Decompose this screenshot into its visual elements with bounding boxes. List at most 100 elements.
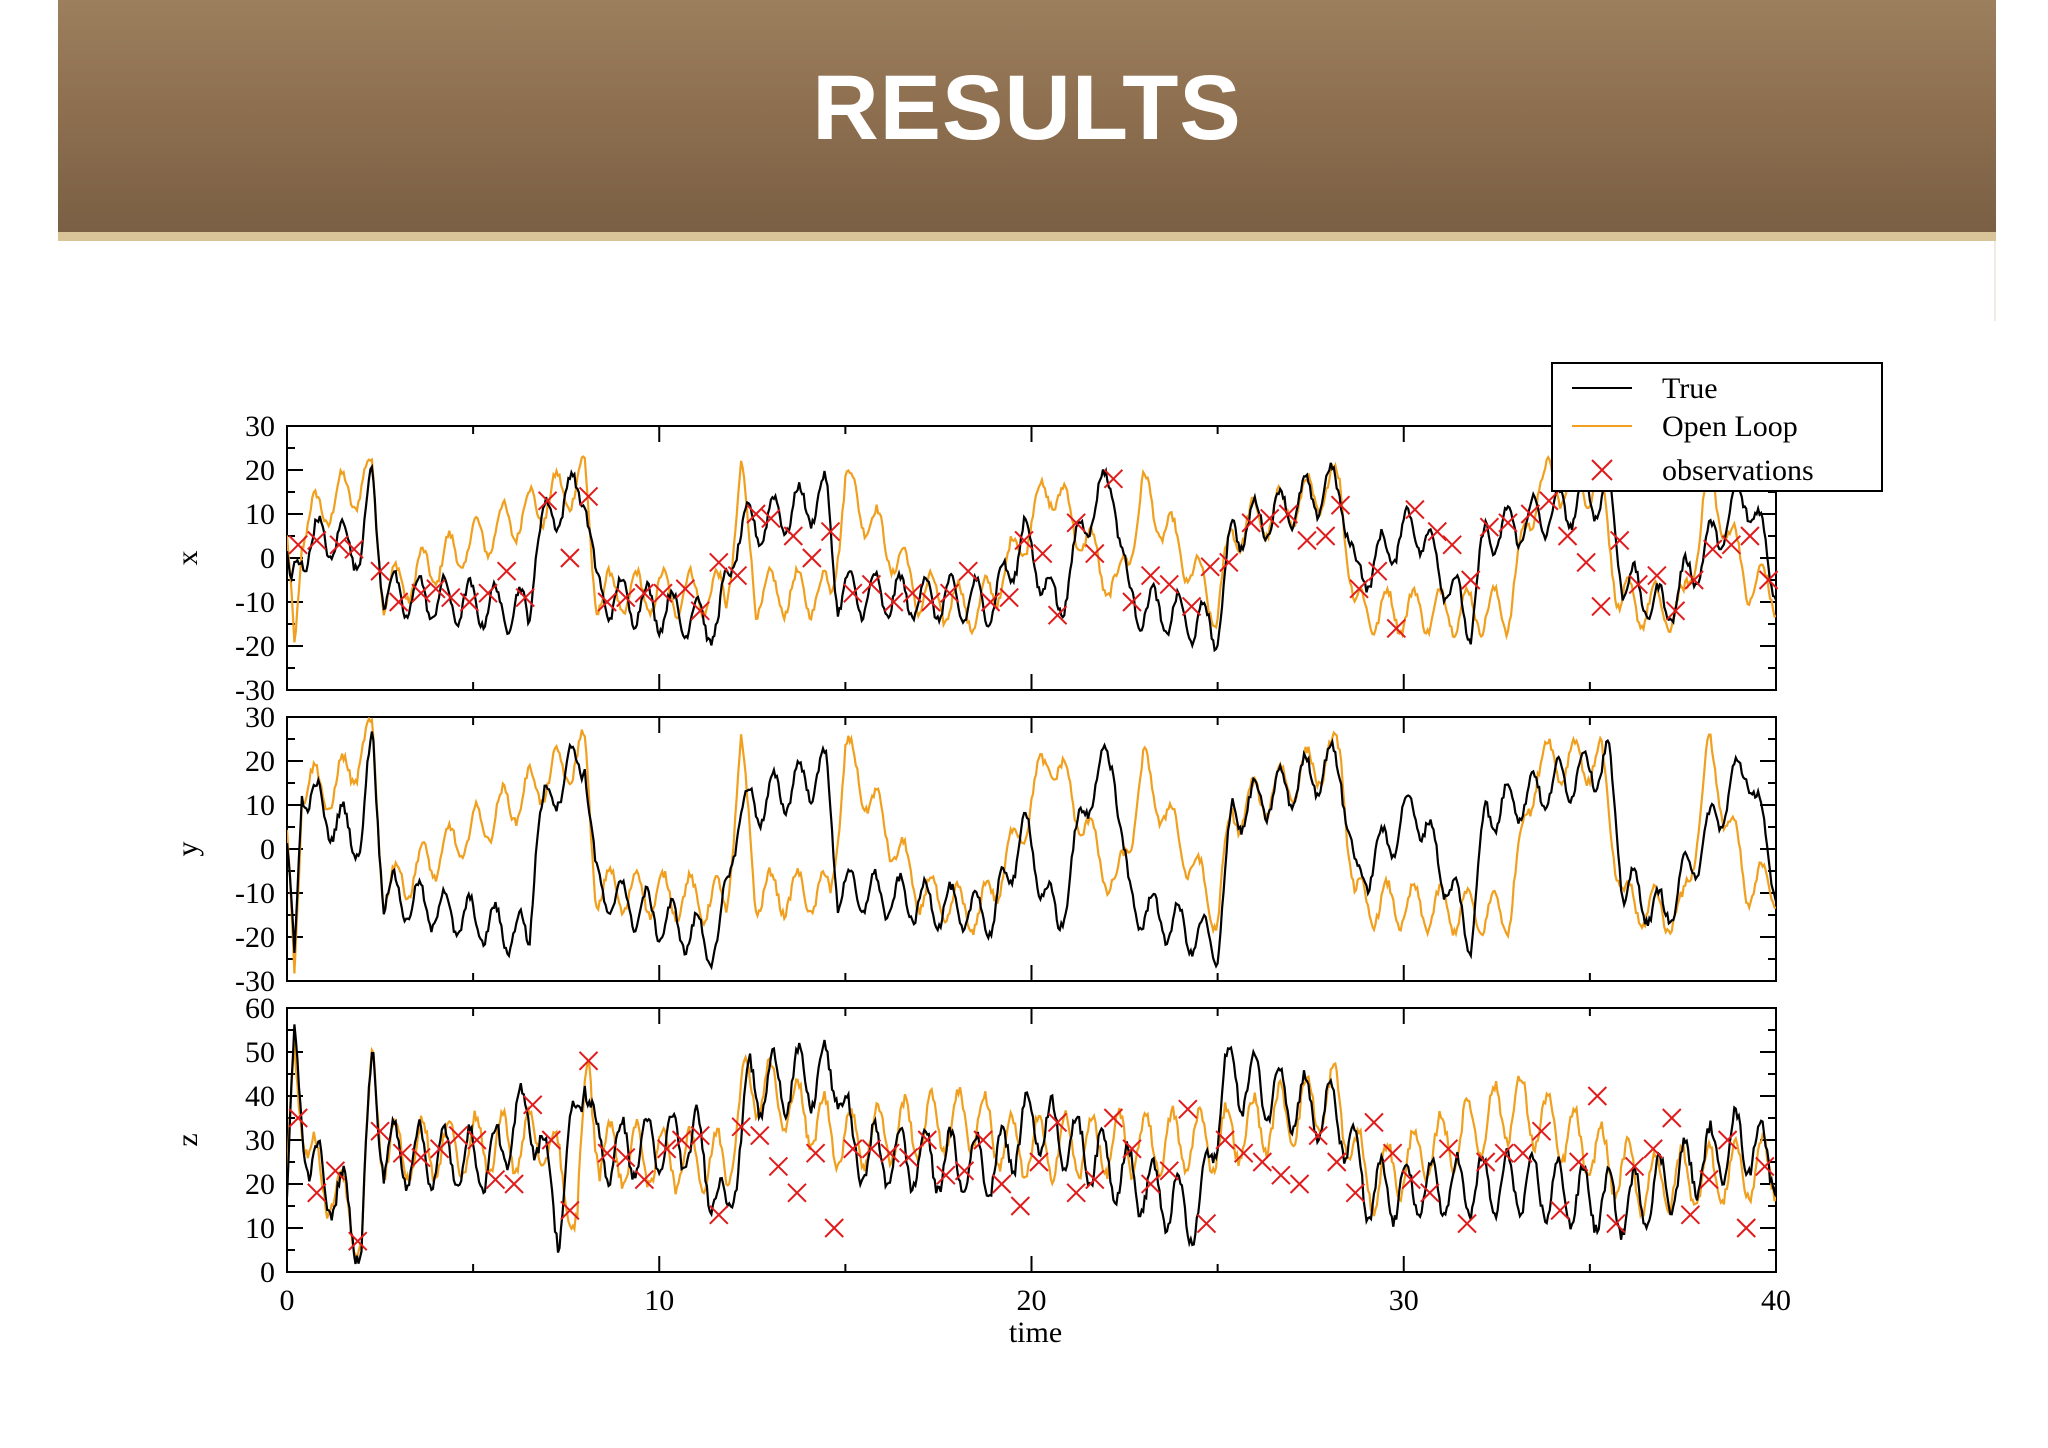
observation-marker bbox=[1178, 1099, 1198, 1119]
slide-title: RESULTS bbox=[812, 57, 1242, 159]
observation-marker bbox=[537, 491, 558, 511]
observation-marker bbox=[980, 592, 1001, 612]
observation-marker bbox=[1219, 552, 1239, 573]
legend-swatch bbox=[1591, 459, 1613, 481]
y-tick-label: 0 bbox=[260, 542, 275, 575]
observation-marker bbox=[1442, 535, 1462, 555]
observation-marker bbox=[902, 583, 923, 603]
observation-marker bbox=[1215, 1130, 1235, 1150]
observation-marker bbox=[1140, 565, 1161, 586]
observation-marker bbox=[750, 1125, 770, 1146]
observation-marker bbox=[783, 526, 803, 546]
x-tick-label: 10 bbox=[644, 1284, 674, 1317]
observation-marker bbox=[429, 1139, 450, 1159]
observation-marker bbox=[861, 1139, 882, 1159]
observation-marker bbox=[459, 592, 480, 612]
y-tick-label: -30 bbox=[235, 674, 275, 707]
observation-marker bbox=[426, 579, 446, 599]
observation-marker bbox=[411, 1147, 431, 1168]
observation-marker bbox=[325, 1161, 346, 1181]
observation-marker bbox=[1684, 570, 1704, 590]
y-tick-label: 10 bbox=[245, 1212, 275, 1245]
observation-marker bbox=[884, 592, 904, 612]
observation-marker bbox=[515, 587, 535, 608]
observation-marker bbox=[675, 579, 696, 599]
observation-marker bbox=[1405, 499, 1425, 520]
observation-marker bbox=[1680, 1205, 1701, 1225]
observation-marker bbox=[411, 583, 431, 603]
observation-marker bbox=[1699, 1169, 1719, 1190]
observation-marker bbox=[1289, 1174, 1310, 1194]
observation-marker bbox=[690, 1125, 710, 1146]
observation-marker bbox=[560, 1200, 580, 1221]
observation-marker bbox=[441, 587, 461, 608]
observation-marker bbox=[1755, 1156, 1775, 1177]
observation-marker bbox=[1327, 1152, 1347, 1172]
observation-marker bbox=[1260, 508, 1280, 529]
observation-marker bbox=[597, 592, 617, 612]
observation-marker bbox=[1569, 1152, 1589, 1172]
observation-marker bbox=[1047, 1112, 1068, 1133]
observation-marker bbox=[1550, 1200, 1570, 1221]
observation-marker bbox=[1159, 574, 1179, 595]
observation-marker bbox=[1308, 1125, 1328, 1146]
true-series-line bbox=[287, 1024, 1776, 1265]
y-tick-label: 10 bbox=[245, 498, 275, 531]
observation-marker bbox=[1591, 596, 1611, 617]
panel-x: 30 20 10 0 -10 -20 -30 x bbox=[171, 410, 1779, 707]
slide-edge-line bbox=[1994, 241, 1996, 321]
y-tick-label: -30 bbox=[235, 965, 275, 998]
observation-marker bbox=[597, 1143, 617, 1163]
observation-marker bbox=[1736, 1218, 1756, 1238]
observation-marker bbox=[392, 1143, 413, 1163]
legend-label: True bbox=[1662, 372, 1718, 405]
observation-marker bbox=[1066, 513, 1086, 533]
observation-marker bbox=[1233, 1143, 1254, 1163]
observation-marker bbox=[1349, 579, 1369, 599]
observation-marker bbox=[504, 1174, 524, 1194]
observation-marker bbox=[616, 587, 636, 608]
observation-marker bbox=[1330, 495, 1351, 515]
observation-marker bbox=[1029, 1152, 1049, 1172]
observation-marker bbox=[307, 530, 327, 551]
observation-marker bbox=[1140, 1174, 1161, 1194]
observation-marker bbox=[1200, 557, 1220, 577]
x-tick-label: 30 bbox=[1389, 1284, 1419, 1317]
observation-marker bbox=[1047, 605, 1068, 625]
observation-marker bbox=[921, 592, 941, 612]
observation-marker bbox=[522, 1095, 543, 1115]
observation-marker bbox=[746, 504, 766, 524]
observation-marker bbox=[578, 1051, 599, 1071]
observation-marker bbox=[1241, 513, 1261, 533]
y-tick-label: 50 bbox=[245, 1036, 275, 1069]
observation-marker bbox=[690, 601, 710, 621]
legend: True Open Loop observations bbox=[1551, 362, 1883, 492]
observation-marker bbox=[1662, 1108, 1682, 1128]
observation-marker bbox=[999, 587, 1019, 608]
observation-marker bbox=[761, 508, 781, 529]
open-loop-series-line bbox=[287, 454, 1776, 643]
observation-marker bbox=[1606, 1213, 1626, 1234]
observation-marker bbox=[805, 1143, 826, 1163]
observation-marker bbox=[992, 1174, 1012, 1194]
observation-marker bbox=[485, 1169, 506, 1190]
y-tick-label: 10 bbox=[245, 789, 275, 822]
observation-marker bbox=[1721, 535, 1742, 555]
observation-marker bbox=[634, 583, 655, 603]
observation-marker bbox=[1557, 526, 1578, 546]
observation-marker bbox=[787, 1183, 807, 1203]
observation-marker bbox=[1624, 1156, 1645, 1177]
observation-marker bbox=[1181, 596, 1202, 617]
observation-marker bbox=[496, 561, 517, 581]
y-tick-label: 40 bbox=[245, 1080, 275, 1113]
observation-marker bbox=[1122, 1139, 1142, 1159]
y-axis-label: x bbox=[171, 551, 204, 566]
observation-marker bbox=[843, 1139, 863, 1159]
y-axis-label: y bbox=[171, 842, 204, 857]
observation-marker bbox=[802, 548, 822, 568]
legend-label: Open Loop bbox=[1662, 410, 1798, 443]
y-tick-label: 20 bbox=[245, 1168, 275, 1201]
observation-marker bbox=[1628, 574, 1648, 595]
open-loop-series-line bbox=[287, 717, 1776, 974]
